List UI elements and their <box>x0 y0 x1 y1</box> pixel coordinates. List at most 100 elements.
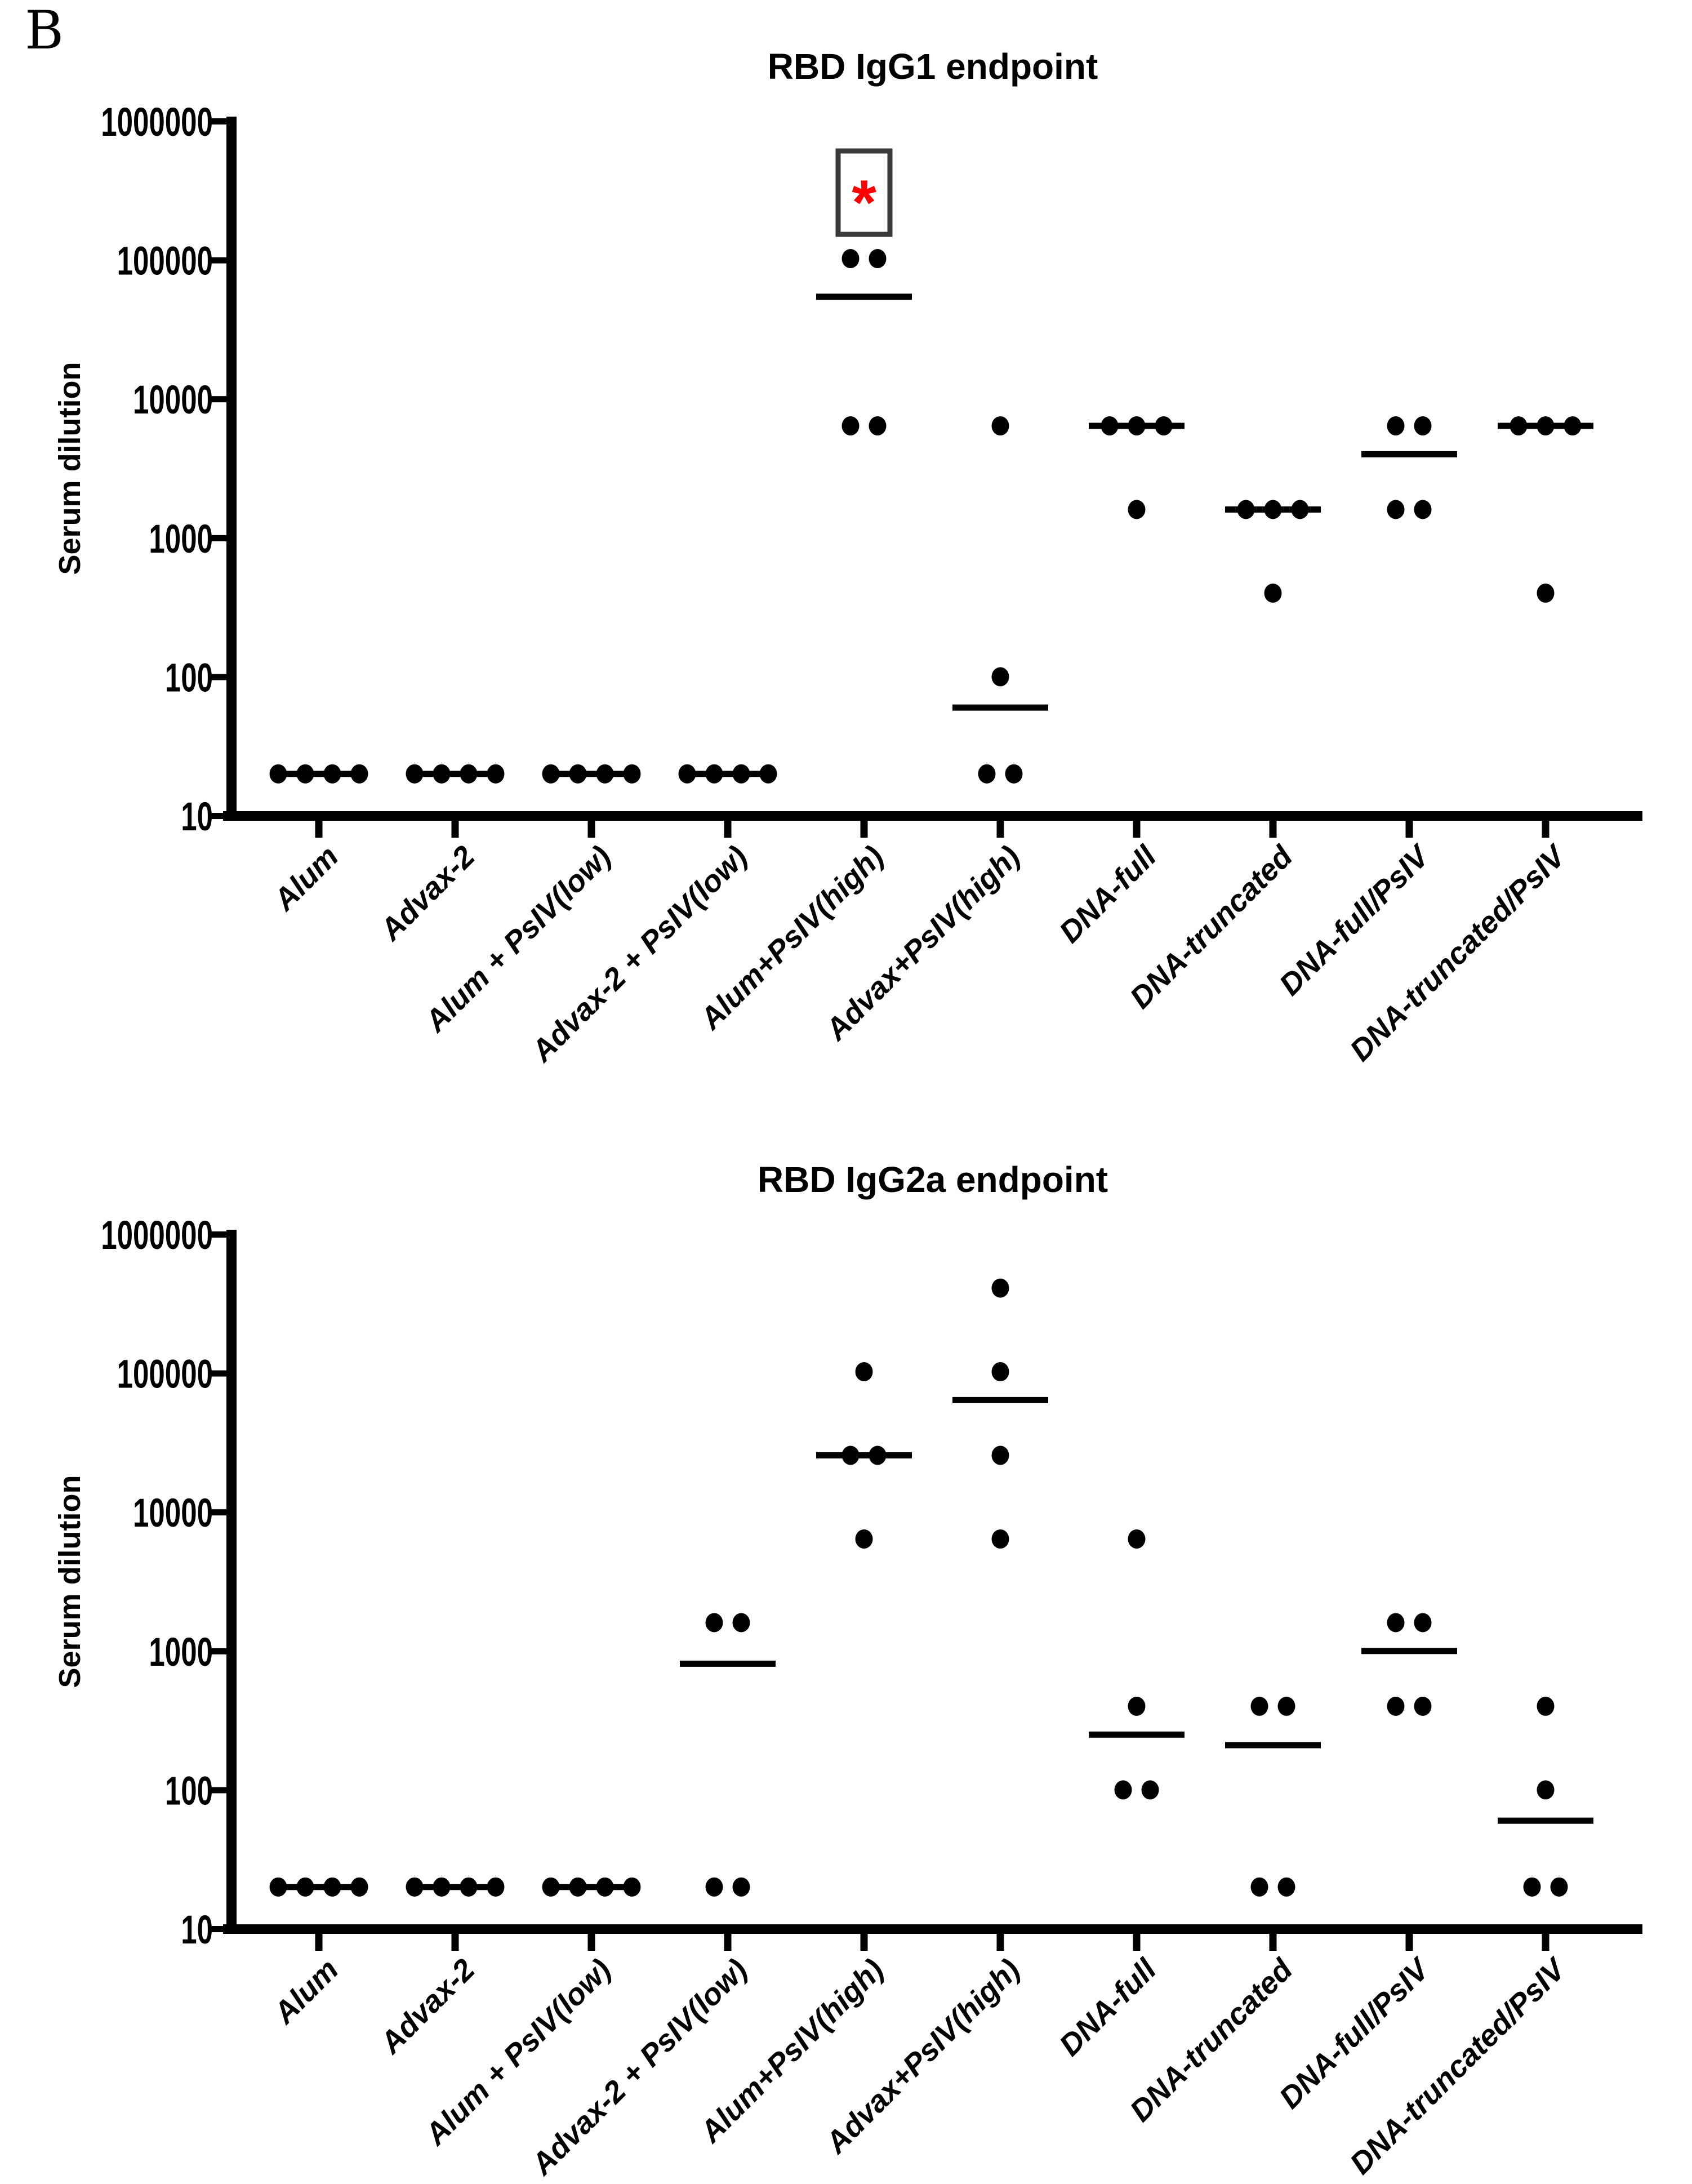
median-line <box>1361 1648 1457 1654</box>
y-tick <box>211 674 226 680</box>
median-line <box>680 1660 776 1667</box>
data-point <box>269 1877 287 1897</box>
data-point <box>406 764 424 784</box>
x-tick-label: Advax-2 <box>373 839 481 948</box>
data-point <box>1550 1877 1568 1897</box>
y-tick <box>211 396 226 403</box>
y-tick-label: 100000 <box>117 1353 213 1397</box>
data-point <box>1537 416 1555 435</box>
data-point <box>1414 1613 1432 1633</box>
x-tick <box>860 820 868 838</box>
x-tick <box>1269 820 1277 838</box>
y-tick-label: 10 <box>181 1908 213 1952</box>
y-tick-label: 1000 <box>149 517 213 562</box>
y-tick <box>211 118 226 124</box>
data-point <box>460 764 478 784</box>
x-tick-label: DNA-full <box>1053 1952 1163 2062</box>
median-line <box>1361 451 1457 457</box>
y-tick <box>211 1787 226 1794</box>
median-line <box>271 771 367 777</box>
median-line <box>1225 1742 1321 1749</box>
data-point <box>732 764 750 784</box>
y-tick-label: 1000 <box>149 1630 213 1675</box>
data-point <box>705 1613 723 1633</box>
data-point <box>841 1445 860 1465</box>
median-line <box>407 771 503 777</box>
data-point <box>1414 500 1432 519</box>
data-point <box>991 667 1009 687</box>
data-point <box>350 1877 368 1897</box>
x-tick <box>724 820 732 838</box>
data-point <box>1564 416 1582 435</box>
y-tick-label: 10000 <box>133 378 213 422</box>
x-tick <box>1542 1933 1549 1951</box>
significance-asterisk: * <box>852 167 876 238</box>
x-tick-label: Advax-2 <box>373 1952 481 2061</box>
data-point <box>542 764 560 784</box>
y-tick <box>211 1231 226 1238</box>
x-tick <box>587 1933 595 1951</box>
y-axis-line <box>226 1230 237 1933</box>
data-point <box>433 1877 451 1897</box>
data-point <box>569 764 587 784</box>
significance-box <box>835 148 893 237</box>
data-point <box>350 764 368 784</box>
x-tick <box>1405 820 1413 838</box>
x-tick <box>1133 1933 1141 1951</box>
data-point <box>1128 1696 1146 1716</box>
y-tick-label: 10 <box>181 795 213 839</box>
data-point <box>991 1362 1009 1382</box>
x-tick-label: DNA-full <box>1053 839 1163 949</box>
data-point <box>1414 1696 1432 1716</box>
data-point <box>732 1877 750 1897</box>
x-tick <box>1269 1933 1277 1951</box>
panel-label: B <box>25 0 64 61</box>
data-point <box>869 1445 887 1465</box>
data-point <box>991 1278 1009 1298</box>
data-point <box>487 764 505 784</box>
data-point <box>406 1877 424 1897</box>
data-point <box>841 249 860 269</box>
y-tick <box>211 1370 226 1377</box>
data-point <box>596 1877 614 1897</box>
data-point <box>1537 583 1555 603</box>
x-tick <box>860 1933 868 1951</box>
data-point <box>623 1877 641 1897</box>
median-line <box>816 1452 912 1459</box>
y-axis-line <box>226 117 237 820</box>
x-axis-line <box>223 1924 1642 1934</box>
data-point <box>596 764 614 784</box>
y-tick <box>211 535 226 541</box>
median-line <box>544 771 639 777</box>
data-point <box>296 1877 314 1897</box>
data-point <box>841 416 860 435</box>
data-point <box>869 249 887 269</box>
y-axis-label: Serum dilution <box>53 1475 87 1688</box>
data-point <box>1128 500 1146 519</box>
y-tick <box>211 813 226 819</box>
y-tick-label: 100 <box>165 656 213 700</box>
x-tick <box>315 820 323 838</box>
x-tick <box>996 820 1004 838</box>
data-point <box>855 1362 873 1382</box>
x-tick <box>1133 820 1141 838</box>
data-point <box>296 764 314 784</box>
data-point <box>1387 1696 1405 1716</box>
data-point <box>269 764 287 784</box>
data-point <box>1114 1780 1132 1800</box>
x-tick <box>315 1933 323 1951</box>
data-point <box>1387 1613 1405 1633</box>
median-line <box>952 1396 1048 1403</box>
data-point <box>1387 416 1405 435</box>
median-line <box>952 704 1048 711</box>
median-line <box>680 771 776 777</box>
data-point <box>1264 583 1282 603</box>
data-point <box>323 764 341 784</box>
data-point <box>1277 1877 1295 1897</box>
y-tick-label: 10000 <box>133 1491 213 1536</box>
data-point <box>1250 1696 1268 1716</box>
median-line <box>407 1884 503 1891</box>
data-point <box>1264 500 1282 519</box>
